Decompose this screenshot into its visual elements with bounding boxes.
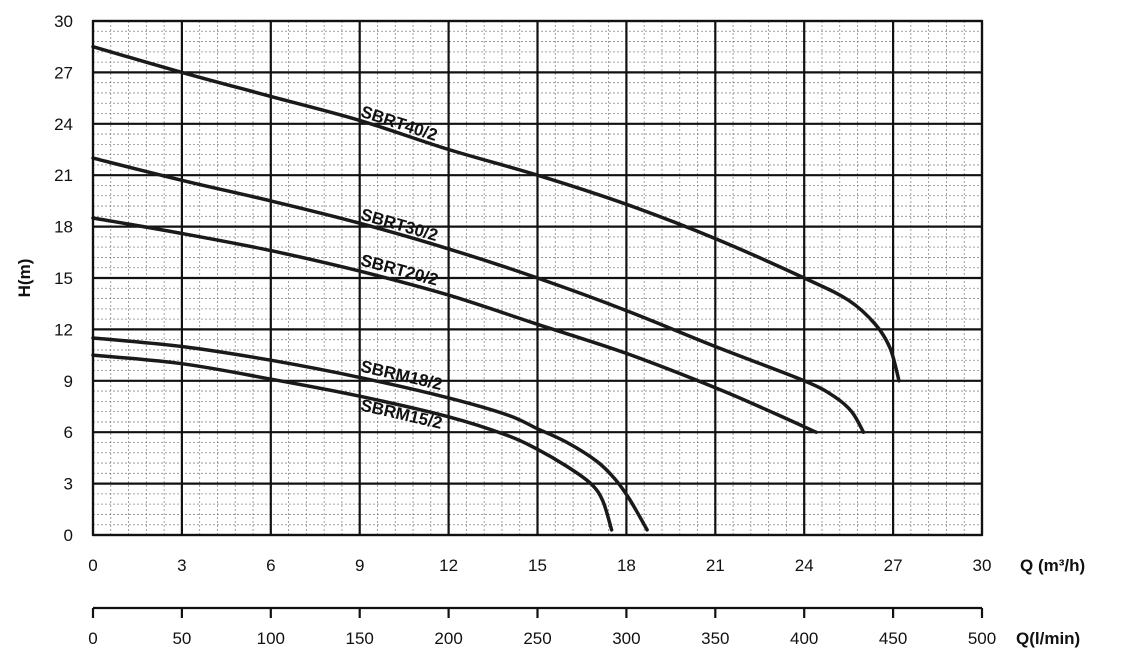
- y-tick-label: 27: [54, 63, 73, 82]
- secondary-x-axis-title: Q(l/min): [1016, 629, 1080, 648]
- x-tick-label: 3: [177, 556, 186, 575]
- secondary-x-tick-label: 200: [434, 629, 462, 648]
- x-axis-title: Q (m³/h): [1020, 556, 1085, 575]
- curve-sbrt30-2: [91, 156, 866, 434]
- secondary-x-tick-label: 150: [346, 629, 374, 648]
- x-tick-label: 24: [795, 556, 814, 575]
- secondary-x-tick-label: 300: [612, 629, 640, 648]
- secondary-x-tick-label: 350: [701, 629, 729, 648]
- secondary-x-tick-label: 100: [257, 629, 285, 648]
- x-tick-label: 6: [266, 556, 275, 575]
- y-tick-label: 9: [64, 372, 73, 391]
- secondary-x-tick-label: 400: [790, 629, 818, 648]
- y-tick-label: 30: [54, 12, 73, 31]
- secondary-x-tick-label: 0: [88, 629, 97, 648]
- y-axis-title: H(m): [15, 259, 34, 298]
- series-label-sbrt30-2: SBRT30/2: [359, 205, 441, 245]
- y-tick-label: 18: [54, 218, 73, 237]
- x-tick-label: 27: [884, 556, 903, 575]
- y-tick-label: 6: [64, 423, 73, 442]
- curve-sbrm18-2: [91, 336, 649, 532]
- x-tick-label: 21: [706, 556, 725, 575]
- y-tick-label: 21: [54, 166, 73, 185]
- x-tick-label: 18: [617, 556, 636, 575]
- secondary-x-tick-label: 250: [523, 629, 551, 648]
- secondary-x-tick-label: 500: [968, 629, 996, 648]
- y-tick-label: 24: [54, 115, 73, 134]
- y-tick-label: 3: [64, 475, 73, 494]
- secondary-x-tick-label: 50: [172, 629, 191, 648]
- curve-sbrt20-2: [91, 216, 818, 434]
- curve-sbrm15-2: [91, 353, 614, 532]
- secondary-x-tick-label: 450: [879, 629, 907, 648]
- x-tick-label: 30: [973, 556, 992, 575]
- series-label-sbrm18-2: SBRM18/2: [359, 357, 444, 394]
- curve-sbrt40-2: [91, 44, 901, 383]
- series-label-sbrt40-2: SBRT40/2: [358, 102, 439, 145]
- y-tick-label: 15: [54, 269, 73, 288]
- x-tick-label: 12: [439, 556, 458, 575]
- curves: [91, 44, 901, 532]
- plot-frame: [91, 19, 984, 537]
- y-tick-label: 12: [54, 320, 73, 339]
- x-tick-label: 9: [355, 556, 364, 575]
- series-label-sbrt20-2: SBRT20/2: [359, 251, 441, 290]
- x-tick-label: 15: [528, 556, 547, 575]
- y-tick-label: 0: [64, 526, 73, 545]
- x-tick-label: 0: [88, 556, 97, 575]
- grid: [91, 19, 984, 537]
